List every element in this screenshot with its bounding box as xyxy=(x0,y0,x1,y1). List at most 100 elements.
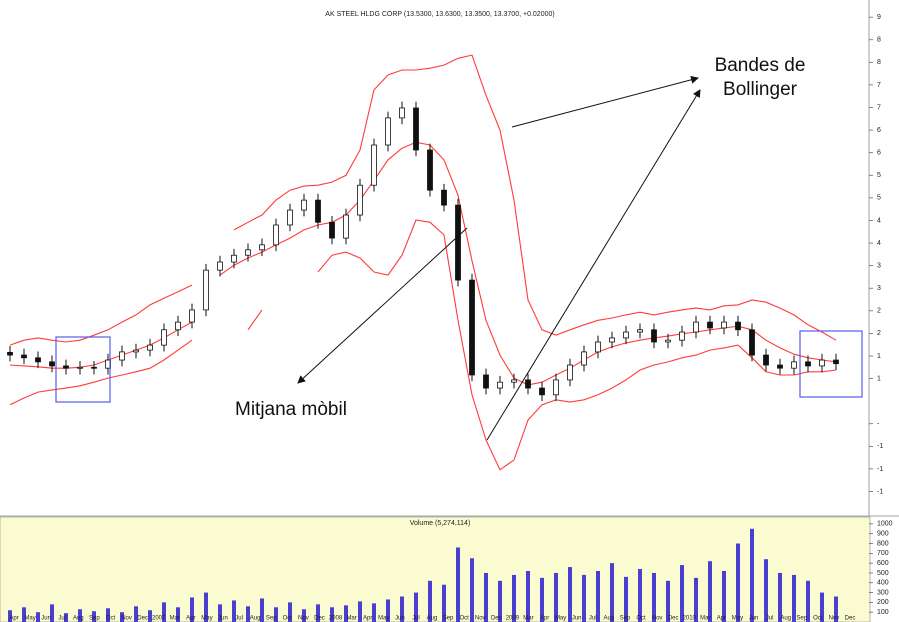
x-tick-label: Jul xyxy=(58,616,66,622)
candle-body xyxy=(595,341,601,353)
volume-bar xyxy=(610,563,614,622)
volume-bar xyxy=(540,577,544,622)
y-tick-label: 1000 xyxy=(877,521,893,528)
candle-body xyxy=(413,107,419,151)
candle-body xyxy=(553,379,559,396)
candle-body xyxy=(357,184,363,216)
candle-body xyxy=(147,344,153,351)
x-tick-label: Mar xyxy=(523,616,533,622)
x-tick-label: Jun xyxy=(749,616,759,622)
annotation: Bandes de xyxy=(715,55,806,76)
candle-body xyxy=(833,359,839,365)
y-tick-label: 400 xyxy=(877,580,889,587)
candle-body xyxy=(469,279,475,376)
volume-bar xyxy=(820,592,824,622)
volume-bar xyxy=(484,572,488,622)
candle-body xyxy=(315,199,321,223)
volume-bar xyxy=(330,607,334,622)
candle-body xyxy=(623,331,629,339)
annotation: Mitjana mòbil xyxy=(235,399,347,420)
volume-bar xyxy=(512,574,516,622)
volume-bar xyxy=(274,607,278,622)
candle-body xyxy=(343,214,349,239)
x-tick-label: Oct xyxy=(106,616,116,622)
y-tick-label: 500 xyxy=(877,570,889,577)
volume-bar xyxy=(680,565,684,622)
volume-bar xyxy=(22,607,26,622)
x-tick-label: 2007 xyxy=(152,616,166,622)
x-tick-label: Dec xyxy=(314,616,325,622)
y-tick-label: 5 xyxy=(877,172,881,179)
candle-body xyxy=(161,329,167,346)
y-tick-label: 3 xyxy=(877,262,881,269)
band-upper xyxy=(233,54,837,341)
candle-body xyxy=(399,107,405,119)
y-tick-label: 900 xyxy=(877,531,889,538)
volume-bar xyxy=(778,572,782,622)
volume-bar xyxy=(232,600,236,622)
arrow xyxy=(486,89,701,441)
volume-bar xyxy=(442,584,446,622)
x-tick-label: Oct xyxy=(813,616,823,622)
y-tick-label: -1 xyxy=(877,466,883,473)
y-tick-label: 6 xyxy=(877,150,881,157)
x-tick-label: 2008 xyxy=(329,616,343,622)
candle-body xyxy=(259,244,265,251)
candle-body xyxy=(21,354,27,359)
x-tick-label: Mar xyxy=(700,616,710,622)
volume-bar xyxy=(708,561,712,622)
volume-bar xyxy=(120,612,124,622)
y-tick-label: 1 xyxy=(877,375,881,382)
y-tick-label: 7 xyxy=(877,104,881,111)
x-tick-label: Jun xyxy=(41,616,51,622)
volume-bar xyxy=(806,580,810,622)
marks: 9 8 8 7 7 6 6 5 5 4 4 3 3 2 2 1 1 - -1 -1 -1 1000 900 800 700 600… xyxy=(7,14,893,622)
volume-bar xyxy=(624,576,628,622)
volume-bar xyxy=(288,602,292,622)
y-tick-label: 9 xyxy=(877,14,881,21)
annotation: Bollinger xyxy=(723,79,798,100)
candle-body xyxy=(273,224,279,246)
y-tick-label: 200 xyxy=(877,599,889,606)
highlight-box xyxy=(55,336,111,403)
candle-body xyxy=(35,357,41,363)
volume-bar xyxy=(722,570,726,622)
x-tick-label: May xyxy=(378,616,389,622)
volume-bar xyxy=(498,580,502,622)
candle-body xyxy=(693,321,699,333)
x-tick-label: Aug xyxy=(250,616,261,622)
candle-body xyxy=(679,331,685,341)
x-tick-label: Dec xyxy=(137,616,148,622)
volume-bar xyxy=(36,612,40,622)
x-tick-label: Dec xyxy=(668,616,679,622)
candle-body xyxy=(441,189,447,206)
x-tick-label: Nov xyxy=(298,616,309,622)
candle-body xyxy=(511,379,517,383)
y-tick-label: 700 xyxy=(877,550,889,557)
y-tick-label: 800 xyxy=(877,540,889,547)
volume-bar xyxy=(372,603,376,622)
highlight-box xyxy=(799,330,863,398)
y-tick-label: 5 xyxy=(877,195,881,202)
y-tick-label: - xyxy=(877,421,880,428)
x-tick-label: Aug xyxy=(73,616,84,622)
volume-bar xyxy=(50,604,54,622)
x-tick-label: Aug xyxy=(780,616,791,622)
band-lower xyxy=(247,309,263,331)
y-tick-label: 4 xyxy=(877,240,881,247)
candle-body xyxy=(651,329,657,343)
x-tick-label: Nov xyxy=(829,616,840,622)
candle-body xyxy=(245,249,251,256)
volume-bar xyxy=(596,570,600,622)
volume-bar xyxy=(666,580,670,622)
x-tick-label: Aug xyxy=(427,616,438,622)
y-tick-label: 7 xyxy=(877,82,881,89)
x-tick-label: Apr xyxy=(186,616,195,622)
y-tick-label: 600 xyxy=(877,560,889,567)
x-tick-label: May xyxy=(732,616,743,622)
volume-bar xyxy=(736,543,740,622)
volume-bar xyxy=(764,559,768,622)
y-tick-label: 6 xyxy=(877,127,881,134)
